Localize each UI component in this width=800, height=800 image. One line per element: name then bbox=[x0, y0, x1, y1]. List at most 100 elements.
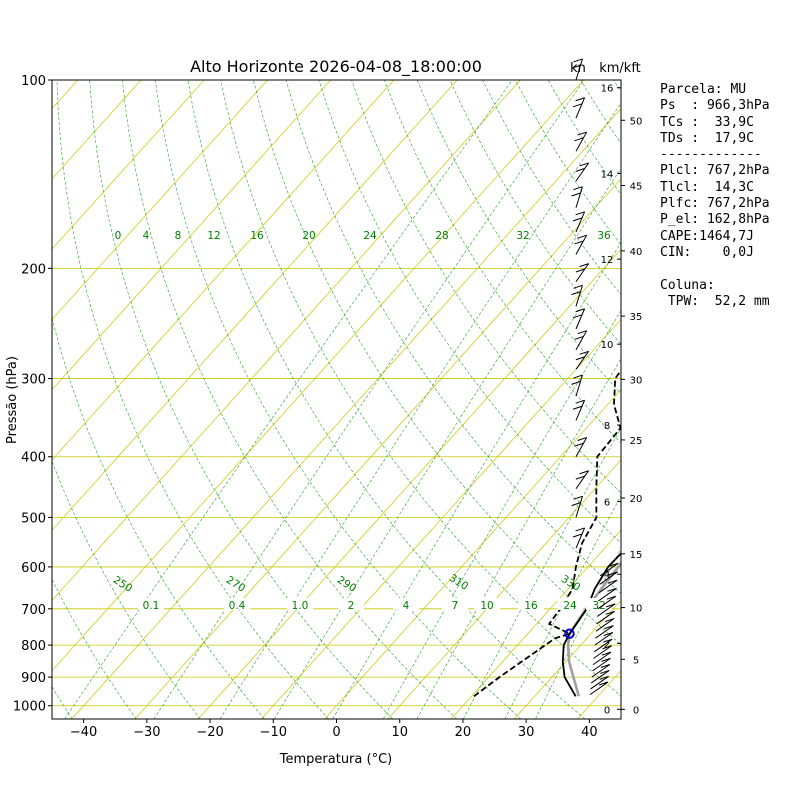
mixing-ratio-line-1 bbox=[219, 102, 621, 719]
wind-barb-staff bbox=[575, 211, 586, 233]
wind-barb-staff bbox=[575, 351, 590, 370]
lcl-marker bbox=[564, 628, 575, 639]
isotherm--30 bbox=[134, 178, 621, 719]
mixing-ratio-label-top: 20 bbox=[302, 230, 315, 242]
wind-barb-staff bbox=[575, 496, 583, 518]
isotherm-20 bbox=[450, 529, 621, 719]
wind-barb-flag bbox=[603, 638, 613, 643]
wind-barb bbox=[575, 470, 590, 490]
x-tick-label: 30 bbox=[518, 725, 535, 740]
dry-adiabat-260 bbox=[52, 316, 265, 719]
wind-barb bbox=[572, 527, 586, 549]
wind-barb-staff bbox=[575, 58, 583, 81]
wind-barb bbox=[571, 284, 583, 307]
wind-barb-flag bbox=[572, 405, 583, 410]
wind-barb-flag bbox=[571, 380, 581, 385]
mixing-ratio-label-bg bbox=[518, 598, 544, 610]
info-tds: TDs : 17,9C bbox=[660, 130, 754, 146]
wind-barb-flag bbox=[606, 603, 616, 608]
wind-barb-staff bbox=[598, 579, 618, 594]
dry-adiabat-lines bbox=[52, 80, 621, 719]
wind-barb-flag bbox=[573, 374, 583, 379]
wind-barb-staff bbox=[596, 603, 616, 617]
dry-adiabat-310 bbox=[187, 80, 586, 719]
isotherm--80 bbox=[52, 80, 395, 461]
mixing-ratio-label-bg bbox=[557, 598, 583, 610]
info-tcs: TCs : 33,9C bbox=[660, 114, 754, 130]
wind-barb-staff bbox=[575, 131, 588, 152]
kft-tick-label: 20 bbox=[630, 494, 643, 505]
wind-barb-flag bbox=[577, 131, 587, 136]
wind-barb-staff bbox=[575, 186, 583, 208]
kft-tick-label: 25 bbox=[630, 436, 643, 447]
wind-barb-flag bbox=[599, 675, 609, 680]
wind-barb-flag bbox=[572, 314, 583, 319]
mixing-ratio-label-top: 4 bbox=[143, 230, 150, 242]
wind-barb bbox=[593, 645, 612, 659]
info-coluna: Coluna: bbox=[660, 277, 715, 293]
parcel-markers bbox=[564, 628, 575, 639]
wind-barb-staff bbox=[595, 618, 615, 632]
wind-barb-flag bbox=[601, 657, 611, 662]
mixing-ratio-label-top: 36 bbox=[597, 230, 611, 242]
wind-barb-flag bbox=[579, 470, 589, 475]
wind-barb-staff bbox=[575, 162, 590, 182]
mixing-ratio-label-bg bbox=[586, 598, 612, 610]
background-line-labels: 0 4 8 12 16 20 24 28 32 360.1 0.4 1.0 2 4 7 10 16 24 32250… bbox=[111, 230, 612, 612]
y-tick-label: 300 bbox=[21, 373, 46, 388]
wind-barb-flag bbox=[575, 356, 585, 361]
isotherm--40 bbox=[71, 108, 621, 719]
dry-adiabat-390 bbox=[449, 80, 621, 345]
x-tick-label: −30 bbox=[133, 725, 160, 740]
mixing-ratio-label-low: 2 bbox=[348, 600, 355, 612]
isotherm--50 bbox=[52, 80, 584, 672]
kft-tick-label: 5 bbox=[633, 655, 639, 666]
km-tick-label: 6 bbox=[604, 498, 610, 509]
parcel-info-panel: Parcela: MU Ps : 966,3hPa TCs : 33,9C TD… bbox=[660, 82, 770, 310]
mixing-ratio-label-bg bbox=[393, 598, 419, 610]
y-tick-label: 1000 bbox=[13, 700, 46, 715]
x-tick-label: 40 bbox=[581, 725, 598, 740]
wind-barb-flag bbox=[575, 97, 585, 102]
wind-barb-staff bbox=[575, 470, 590, 490]
wind-barb-staff bbox=[599, 562, 619, 577]
wind-barb bbox=[596, 603, 616, 617]
wind-barb bbox=[597, 595, 617, 610]
kft-tick-label: 45 bbox=[630, 182, 643, 193]
mixing-ratio-label-top: 28 bbox=[435, 230, 448, 242]
y-tick-label: 700 bbox=[21, 603, 46, 618]
wind-barbs bbox=[571, 58, 619, 696]
wind-barb bbox=[595, 625, 614, 639]
wind-barb-staff bbox=[575, 308, 586, 330]
x-tick-label: −40 bbox=[70, 725, 97, 740]
wind-barb-flag bbox=[575, 308, 585, 313]
wind-barb-flag bbox=[607, 587, 617, 592]
wind-barb bbox=[593, 638, 613, 653]
info-separator: ------------- bbox=[660, 147, 762, 163]
isotherm--90 bbox=[52, 80, 331, 391]
wind-barb bbox=[596, 610, 615, 625]
wind-barb-flag bbox=[601, 651, 612, 656]
x-tick-label: 10 bbox=[391, 725, 408, 740]
y-tick-label: 800 bbox=[21, 639, 46, 654]
wind-barb bbox=[595, 618, 615, 632]
wind-barb-staff bbox=[575, 374, 583, 397]
isotherm--20 bbox=[197, 248, 621, 719]
wind-barb-flag bbox=[606, 595, 616, 600]
wind-barb-flag bbox=[604, 618, 615, 623]
wind-barb bbox=[575, 263, 590, 282]
mixing-ratio-label-low: 16 bbox=[524, 600, 538, 612]
wind-barb-flag bbox=[573, 495, 583, 500]
wind-barb-flag bbox=[571, 192, 581, 197]
y-tick-label: 900 bbox=[21, 671, 46, 686]
dry-adiabat-290 bbox=[122, 80, 458, 719]
mixing-ratio-label-low: 0.4 bbox=[229, 600, 246, 612]
dry-adiabat-270 bbox=[56, 80, 329, 719]
mixing-ratio-label-low: 10 bbox=[480, 600, 493, 612]
height-axis: 0 2 4 6 8 10 12 14 16 0 5 10 15 20 25 30 35 40 45 50 bbox=[601, 84, 643, 717]
wind-barb-staff bbox=[590, 675, 609, 690]
info-tlcl: Tlcl: 14,3C bbox=[660, 179, 754, 195]
km-tick-label: 0 bbox=[604, 705, 610, 716]
wind-barb bbox=[599, 571, 618, 585]
wind-barb-flag bbox=[602, 645, 612, 650]
